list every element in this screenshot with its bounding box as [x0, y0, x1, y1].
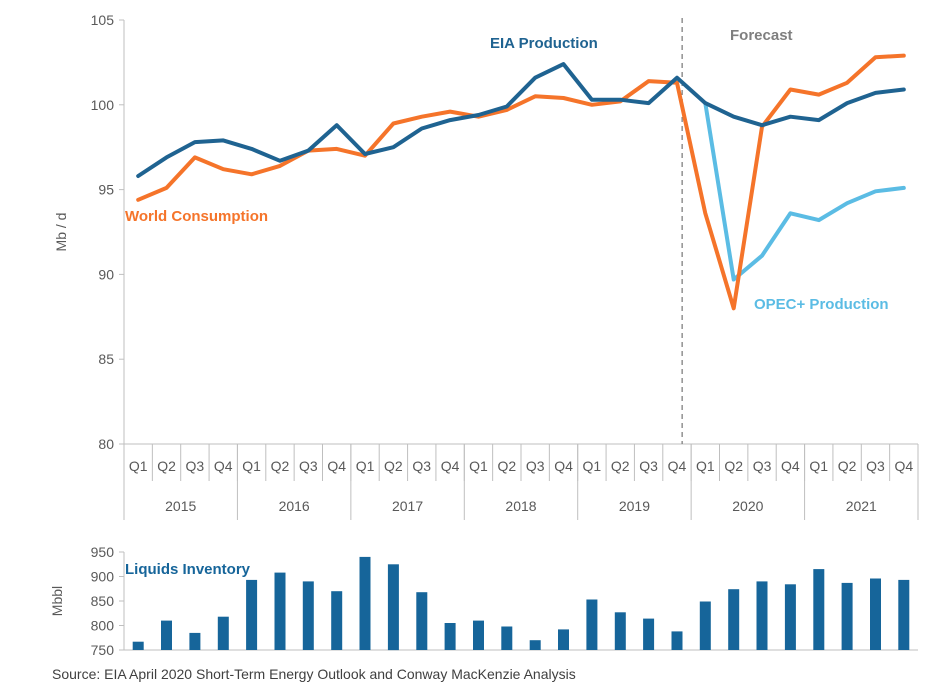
x-tick-label: Q2: [157, 458, 176, 474]
inventory-bar: [671, 631, 683, 650]
inventory-bar: [246, 579, 258, 650]
y-tick-label: 100: [91, 97, 115, 113]
x-tick-label: Q1: [242, 458, 261, 474]
inventory-bar: [331, 591, 343, 650]
x-tick-label: Q3: [753, 458, 772, 474]
y-tick-label: 95: [98, 182, 114, 198]
year-label: 2016: [279, 498, 310, 514]
year-label: 2017: [392, 498, 423, 514]
x-tick-label: Q4: [668, 458, 687, 474]
inventory-bar: [756, 581, 768, 650]
x-tick-label: Q1: [356, 458, 375, 474]
inventory-bar: [217, 616, 229, 650]
inventory-bar: [302, 581, 314, 650]
x-tick-label: Q2: [724, 458, 743, 474]
x-tick-label: Q1: [469, 458, 488, 474]
bar-y-tick-label: 850: [91, 593, 115, 609]
inventory-bar: [359, 556, 371, 650]
x-tick-label: Q3: [412, 458, 431, 474]
x-tick-label: Q3: [299, 458, 318, 474]
inventory-bar: [558, 629, 569, 650]
eia-production-label: EIA Production: [490, 35, 598, 52]
opec-production-label: OPEC+ Production: [754, 296, 889, 313]
x-tick-label: Q2: [384, 458, 403, 474]
inventory-bar: [444, 623, 456, 650]
x-tick-label: Q2: [271, 458, 290, 474]
year-label: 2015: [165, 498, 196, 514]
bar-y-tick-label: 800: [91, 618, 115, 634]
opec-production-line: [703, 101, 906, 282]
inventory-bar: [699, 601, 711, 650]
year-label: 2018: [505, 498, 536, 514]
x-tick-label: Q3: [639, 458, 658, 474]
bar-y-axis-title: Mbbl: [49, 586, 65, 616]
x-tick-label: Q4: [781, 458, 800, 474]
x-tick-label: Q1: [583, 458, 602, 474]
x-tick-label: Q1: [696, 458, 715, 474]
year-label: 2019: [619, 498, 650, 514]
x-tick-label: Q4: [327, 458, 346, 474]
bar-y-tick-label: 900: [91, 569, 115, 585]
inventory-title: Liquids Inventory: [125, 561, 251, 578]
forecast-label: Forecast: [730, 27, 793, 44]
y-tick-label: 105: [91, 12, 115, 28]
inventory-bar: [416, 592, 428, 650]
y-tick-label: 85: [98, 351, 114, 367]
inventory-bar: [870, 578, 881, 650]
x-tick-label: Q3: [866, 458, 885, 474]
x-tick-label: Q2: [838, 458, 857, 474]
inventory-bar: [614, 612, 626, 650]
y-axis-title: Mb / d: [53, 213, 69, 252]
y-tick-label: 80: [98, 436, 114, 452]
year-label: 2020: [732, 498, 763, 514]
year-label: 2021: [846, 498, 877, 514]
inventory-bar: [784, 584, 796, 650]
source-note: Source: EIA April 2020 Short-Term Energy…: [52, 666, 576, 682]
inventory-bar: [898, 579, 910, 650]
inventory-bar: [501, 626, 513, 650]
inventory-bar: [529, 640, 541, 650]
inventory-bar: [728, 589, 740, 650]
x-tick-label: Q3: [186, 458, 205, 474]
world-consumption-line: [136, 53, 906, 311]
inventory-bar: [387, 564, 399, 651]
y-tick-label: 90: [98, 266, 114, 282]
x-tick-label: Q1: [129, 458, 148, 474]
x-tick-label: Q4: [214, 458, 233, 474]
inventory-bar: [586, 599, 598, 650]
x-tick-label: Q4: [441, 458, 460, 474]
inventory-bar: [841, 582, 853, 650]
x-tick-label: Q4: [894, 458, 913, 474]
bar-y-tick-label: 950: [91, 544, 115, 560]
inventory-bar: [161, 620, 172, 650]
x-tick-label: Q2: [497, 458, 516, 474]
bar-y-tick-label: 750: [91, 642, 115, 658]
x-tick-label: Q1: [809, 458, 828, 474]
inventory-bar: [473, 620, 484, 650]
inventory-bar: [132, 641, 144, 650]
inventory-bar: [643, 618, 655, 650]
world-consumption-label: World Consumption: [125, 208, 268, 225]
inventory-bar: [274, 572, 286, 650]
x-tick-label: Q2: [611, 458, 630, 474]
x-tick-label: Q3: [526, 458, 545, 474]
eia-production-line: [136, 62, 906, 178]
x-tick-label: Q4: [554, 458, 573, 474]
inventory-bar: [189, 632, 201, 650]
inventory-bar: [813, 569, 825, 650]
